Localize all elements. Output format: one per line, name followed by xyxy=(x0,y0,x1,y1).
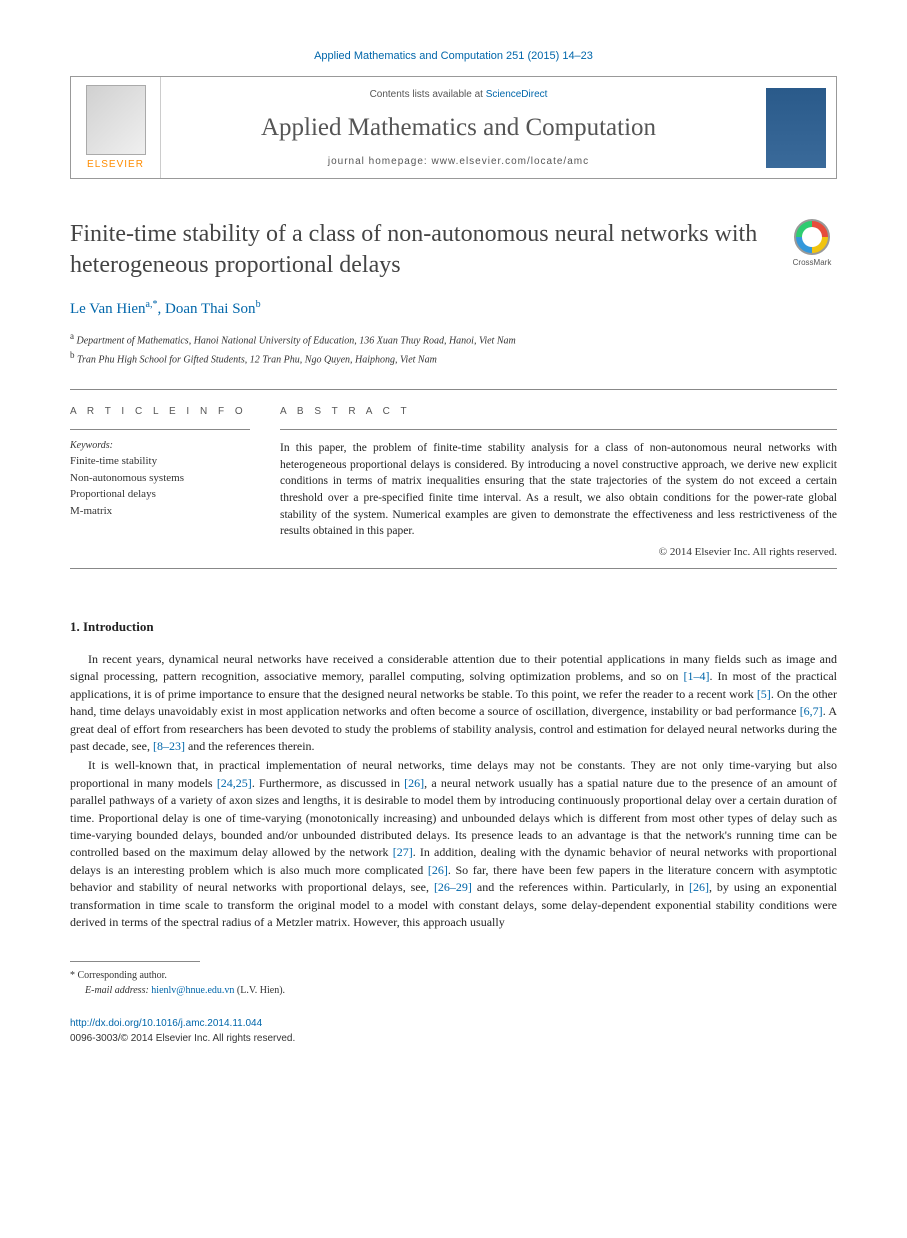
keywords-list: Finite-time stability Non-autonomous sys… xyxy=(70,453,250,519)
abstract-copyright: © 2014 Elsevier Inc. All rights reserved… xyxy=(280,546,837,558)
affiliation-b: b Tran Phu High School for Gifted Studen… xyxy=(70,349,837,367)
email-link[interactable]: hienlv@hnue.edu.vn xyxy=(151,985,234,996)
p2-text-f: and the references within. Particularly,… xyxy=(472,880,689,894)
keyword-item: Finite-time stability xyxy=(70,453,250,470)
ref-link[interactable]: [27] xyxy=(393,845,413,859)
journal-cover-cell xyxy=(756,77,836,178)
author-separator: , xyxy=(158,301,166,317)
corresponding-author-note: * Corresponding author. E-mail address: … xyxy=(70,968,837,998)
affil-b-text: Tran Phu High School for Gifted Students… xyxy=(77,354,437,365)
ref-link[interactable]: [26–29] xyxy=(434,880,472,894)
header-citation: Applied Mathematics and Computation 251 … xyxy=(70,50,837,62)
crossmark-icon xyxy=(794,219,830,255)
author-2[interactable]: Doan Thai Son xyxy=(165,301,256,317)
email-label: E-mail address: xyxy=(85,985,151,996)
keywords-label: Keywords: xyxy=(70,440,250,451)
crossmark-widget[interactable]: CrossMark xyxy=(787,219,837,267)
contents-lists-line: Contents lists available at ScienceDirec… xyxy=(169,89,748,100)
journal-cover-thumbnail xyxy=(766,88,826,168)
section-heading-intro: 1. Introduction xyxy=(70,619,837,635)
journal-name: Applied Mathematics and Computation xyxy=(169,114,748,142)
article-info-label: A R T I C L E I N F O xyxy=(70,406,250,417)
intro-paragraph-1: In recent years, dynamical neural networ… xyxy=(70,651,837,755)
email-suffix: (L.V. Hien). xyxy=(234,985,285,996)
crossmark-label: CrossMark xyxy=(793,258,832,267)
divider-bottom xyxy=(70,568,837,569)
homepage-prefix: journal homepage: xyxy=(328,156,432,167)
doi-link[interactable]: http://dx.doi.org/10.1016/j.amc.2014.11.… xyxy=(70,1018,262,1029)
ref-link[interactable]: [26] xyxy=(404,776,424,790)
authors-line: Le Van Hiena,*, Doan Thai Sonb xyxy=(70,299,837,318)
ref-link[interactable]: [5] xyxy=(757,687,771,701)
abstract-label: A B S T R A C T xyxy=(280,406,837,417)
keyword-item: M-matrix xyxy=(70,503,250,520)
journal-homepage-line: journal homepage: www.elsevier.com/locat… xyxy=(169,156,748,167)
intro-paragraph-2: It is well-known that, in practical impl… xyxy=(70,757,837,931)
title-row: Finite-time stability of a class of non-… xyxy=(70,219,837,281)
article-info-column: A R T I C L E I N F O Keywords: Finite-t… xyxy=(70,390,250,558)
keyword-item: Non-autonomous systems xyxy=(70,470,250,487)
sciencedirect-link[interactable]: ScienceDirect xyxy=(486,89,548,100)
affiliation-a: a Department of Mathematics, Hanoi Natio… xyxy=(70,330,837,348)
affiliations-block: a Department of Mathematics, Hanoi Natio… xyxy=(70,330,837,367)
author-1-sup: a,* xyxy=(146,299,158,310)
journal-header-box: ELSEVIER Contents lists available at Sci… xyxy=(70,76,837,179)
author-2-sup: b xyxy=(256,299,261,310)
issn-copyright-line: 0096-3003/© 2014 Elsevier Inc. All right… xyxy=(70,1033,295,1044)
publisher-name: ELSEVIER xyxy=(87,159,144,170)
article-title: Finite-time stability of a class of non-… xyxy=(70,219,767,281)
journal-center-cell: Contents lists available at ScienceDirec… xyxy=(161,77,756,178)
abstract-text: In this paper, the problem of finite-tim… xyxy=(280,440,837,540)
page-container: Applied Mathematics and Computation 251 … xyxy=(0,0,907,1086)
contents-prefix: Contents lists available at xyxy=(370,89,486,100)
info-abstract-row: A R T I C L E I N F O Keywords: Finite-t… xyxy=(70,390,837,558)
homepage-url[interactable]: www.elsevier.com/locate/amc xyxy=(432,156,590,167)
author-1[interactable]: Le Van Hien xyxy=(70,301,146,317)
abstract-column: A B S T R A C T In this paper, the probl… xyxy=(280,390,837,558)
elsevier-tree-icon xyxy=(86,85,146,155)
affil-a-sup: a xyxy=(70,331,74,341)
publisher-logo-cell: ELSEVIER xyxy=(71,77,161,178)
affil-b-sup: b xyxy=(70,350,75,360)
p1-text-e: and the references therein. xyxy=(185,739,315,753)
body-section: 1. Introduction In recent years, dynamic… xyxy=(70,619,837,931)
ref-link[interactable]: [1–4] xyxy=(683,669,709,683)
corr-label: Corresponding author. xyxy=(75,970,167,981)
p2-text-b: . Furthermore, as discussed in xyxy=(252,776,404,790)
info-divider xyxy=(70,429,250,430)
keyword-item: Proportional delays xyxy=(70,486,250,503)
ref-link[interactable]: [8–23] xyxy=(153,739,185,753)
affil-a-text: Department of Mathematics, Hanoi Nationa… xyxy=(77,336,516,347)
ref-link[interactable]: [26] xyxy=(689,880,709,894)
abstract-divider xyxy=(280,429,837,430)
footnote-separator xyxy=(70,961,200,962)
ref-link[interactable]: [24,25] xyxy=(217,776,252,790)
doi-block: http://dx.doi.org/10.1016/j.amc.2014.11.… xyxy=(70,1016,837,1046)
ref-link[interactable]: [6,7] xyxy=(800,704,823,718)
ref-link[interactable]: [26] xyxy=(428,863,448,877)
